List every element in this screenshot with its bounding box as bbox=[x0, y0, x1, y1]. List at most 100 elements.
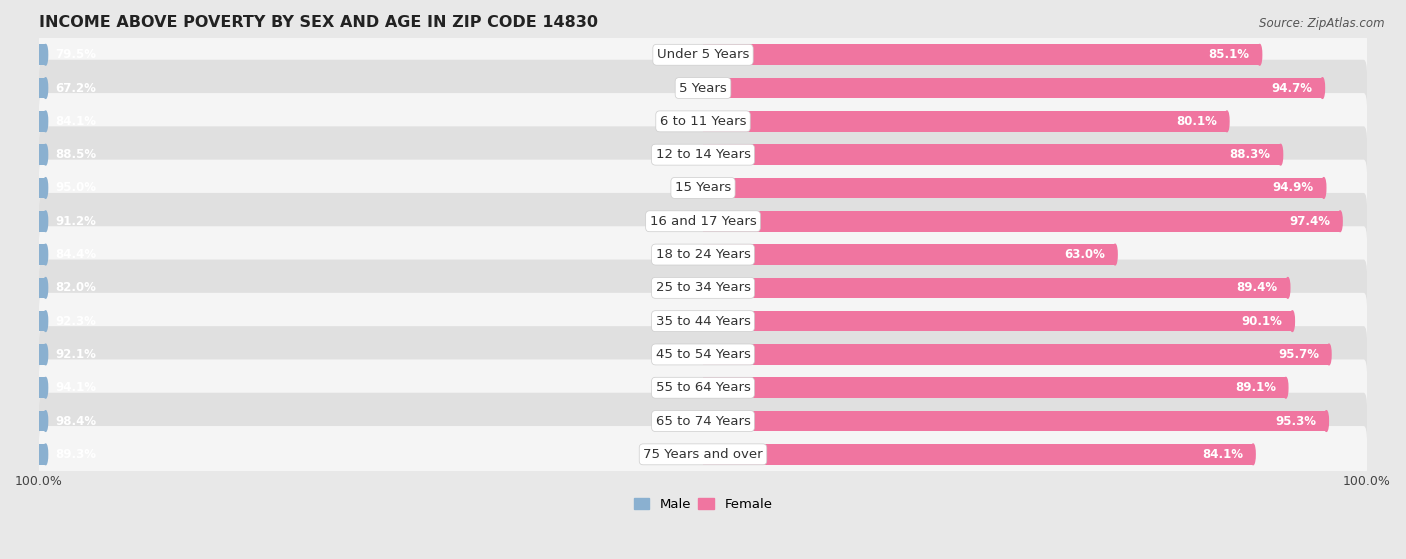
Circle shape bbox=[44, 78, 48, 98]
Bar bbox=[0, 111, 45, 132]
Text: 84.4%: 84.4% bbox=[56, 248, 97, 261]
Text: 90.1%: 90.1% bbox=[1241, 315, 1282, 328]
Circle shape bbox=[1285, 277, 1289, 298]
Circle shape bbox=[1339, 211, 1343, 231]
Bar bbox=[703, 311, 1292, 331]
Bar bbox=[703, 411, 1326, 432]
Circle shape bbox=[44, 211, 48, 231]
Text: 25 to 34 Years: 25 to 34 Years bbox=[655, 281, 751, 295]
Text: 80.1%: 80.1% bbox=[1175, 115, 1218, 128]
Bar bbox=[703, 44, 1260, 65]
Text: 6 to 11 Years: 6 to 11 Years bbox=[659, 115, 747, 128]
Text: Source: ZipAtlas.com: Source: ZipAtlas.com bbox=[1260, 17, 1385, 30]
Bar bbox=[0, 178, 45, 198]
Circle shape bbox=[44, 44, 48, 65]
FancyBboxPatch shape bbox=[39, 60, 1367, 116]
Text: INCOME ABOVE POVERTY BY SEX AND AGE IN ZIP CODE 14830: INCOME ABOVE POVERTY BY SEX AND AGE IN Z… bbox=[39, 15, 598, 30]
Text: 15 Years: 15 Years bbox=[675, 182, 731, 195]
FancyBboxPatch shape bbox=[39, 226, 1367, 283]
FancyBboxPatch shape bbox=[39, 393, 1367, 449]
Legend: Male, Female: Male, Female bbox=[628, 492, 778, 517]
Text: 5 Years: 5 Years bbox=[679, 82, 727, 94]
Circle shape bbox=[1278, 144, 1282, 165]
Text: 92.3%: 92.3% bbox=[56, 315, 97, 328]
Text: 92.1%: 92.1% bbox=[56, 348, 97, 361]
Text: 91.2%: 91.2% bbox=[56, 215, 97, 228]
FancyBboxPatch shape bbox=[39, 126, 1367, 183]
Bar bbox=[0, 444, 45, 465]
Text: 12 to 14 Years: 12 to 14 Years bbox=[655, 148, 751, 161]
Circle shape bbox=[44, 444, 48, 465]
Circle shape bbox=[44, 344, 48, 365]
Text: Under 5 Years: Under 5 Years bbox=[657, 48, 749, 61]
Text: 65 to 74 Years: 65 to 74 Years bbox=[655, 415, 751, 428]
Circle shape bbox=[1322, 178, 1326, 198]
Circle shape bbox=[44, 111, 48, 132]
Circle shape bbox=[44, 411, 48, 432]
Text: 95.0%: 95.0% bbox=[56, 182, 97, 195]
Bar bbox=[0, 344, 45, 365]
Bar bbox=[0, 211, 45, 231]
Bar bbox=[703, 444, 1253, 465]
FancyBboxPatch shape bbox=[39, 293, 1367, 349]
Text: 98.4%: 98.4% bbox=[56, 415, 97, 428]
Circle shape bbox=[1327, 344, 1331, 365]
Bar bbox=[703, 277, 1288, 298]
Circle shape bbox=[1291, 311, 1295, 331]
Circle shape bbox=[1324, 411, 1329, 432]
Text: 79.5%: 79.5% bbox=[56, 48, 97, 61]
Circle shape bbox=[1114, 244, 1118, 265]
Text: 85.1%: 85.1% bbox=[1209, 48, 1250, 61]
Text: 94.7%: 94.7% bbox=[1271, 82, 1312, 94]
Text: 97.4%: 97.4% bbox=[1289, 215, 1330, 228]
Bar bbox=[0, 311, 45, 331]
Circle shape bbox=[1251, 444, 1256, 465]
Bar bbox=[703, 78, 1323, 98]
FancyBboxPatch shape bbox=[39, 359, 1367, 416]
FancyBboxPatch shape bbox=[39, 26, 1367, 83]
Text: 89.1%: 89.1% bbox=[1234, 381, 1275, 394]
Text: 94.9%: 94.9% bbox=[1272, 182, 1313, 195]
Circle shape bbox=[1320, 78, 1324, 98]
Circle shape bbox=[44, 377, 48, 398]
Bar bbox=[703, 211, 1340, 231]
Circle shape bbox=[44, 178, 48, 198]
Circle shape bbox=[1284, 377, 1288, 398]
Text: 18 to 24 Years: 18 to 24 Years bbox=[655, 248, 751, 261]
Text: 75 Years and over: 75 Years and over bbox=[643, 448, 763, 461]
Bar bbox=[0, 377, 45, 398]
Text: 95.3%: 95.3% bbox=[1275, 415, 1316, 428]
Bar bbox=[703, 377, 1286, 398]
Bar bbox=[703, 344, 1329, 365]
Bar bbox=[0, 144, 45, 165]
Bar bbox=[0, 411, 45, 432]
Text: 94.1%: 94.1% bbox=[56, 381, 97, 394]
Text: 16 and 17 Years: 16 and 17 Years bbox=[650, 215, 756, 228]
Bar bbox=[703, 178, 1323, 198]
Circle shape bbox=[44, 311, 48, 331]
Circle shape bbox=[1225, 111, 1229, 132]
Circle shape bbox=[44, 244, 48, 265]
Bar bbox=[0, 277, 45, 298]
Text: 45 to 54 Years: 45 to 54 Years bbox=[655, 348, 751, 361]
Text: 67.2%: 67.2% bbox=[56, 82, 97, 94]
Circle shape bbox=[44, 144, 48, 165]
Bar bbox=[0, 44, 45, 65]
Text: 89.3%: 89.3% bbox=[56, 448, 97, 461]
Bar bbox=[703, 144, 1281, 165]
Bar bbox=[703, 244, 1115, 265]
Text: 63.0%: 63.0% bbox=[1064, 248, 1105, 261]
Text: 84.1%: 84.1% bbox=[56, 115, 97, 128]
Text: 84.1%: 84.1% bbox=[1202, 448, 1243, 461]
Circle shape bbox=[1257, 44, 1261, 65]
FancyBboxPatch shape bbox=[39, 426, 1367, 482]
FancyBboxPatch shape bbox=[39, 259, 1367, 316]
Text: 82.0%: 82.0% bbox=[56, 281, 97, 295]
FancyBboxPatch shape bbox=[39, 193, 1367, 249]
Text: 35 to 44 Years: 35 to 44 Years bbox=[655, 315, 751, 328]
Bar bbox=[703, 111, 1227, 132]
Text: 55 to 64 Years: 55 to 64 Years bbox=[655, 381, 751, 394]
FancyBboxPatch shape bbox=[39, 160, 1367, 216]
FancyBboxPatch shape bbox=[39, 93, 1367, 150]
Text: 88.5%: 88.5% bbox=[56, 148, 97, 161]
